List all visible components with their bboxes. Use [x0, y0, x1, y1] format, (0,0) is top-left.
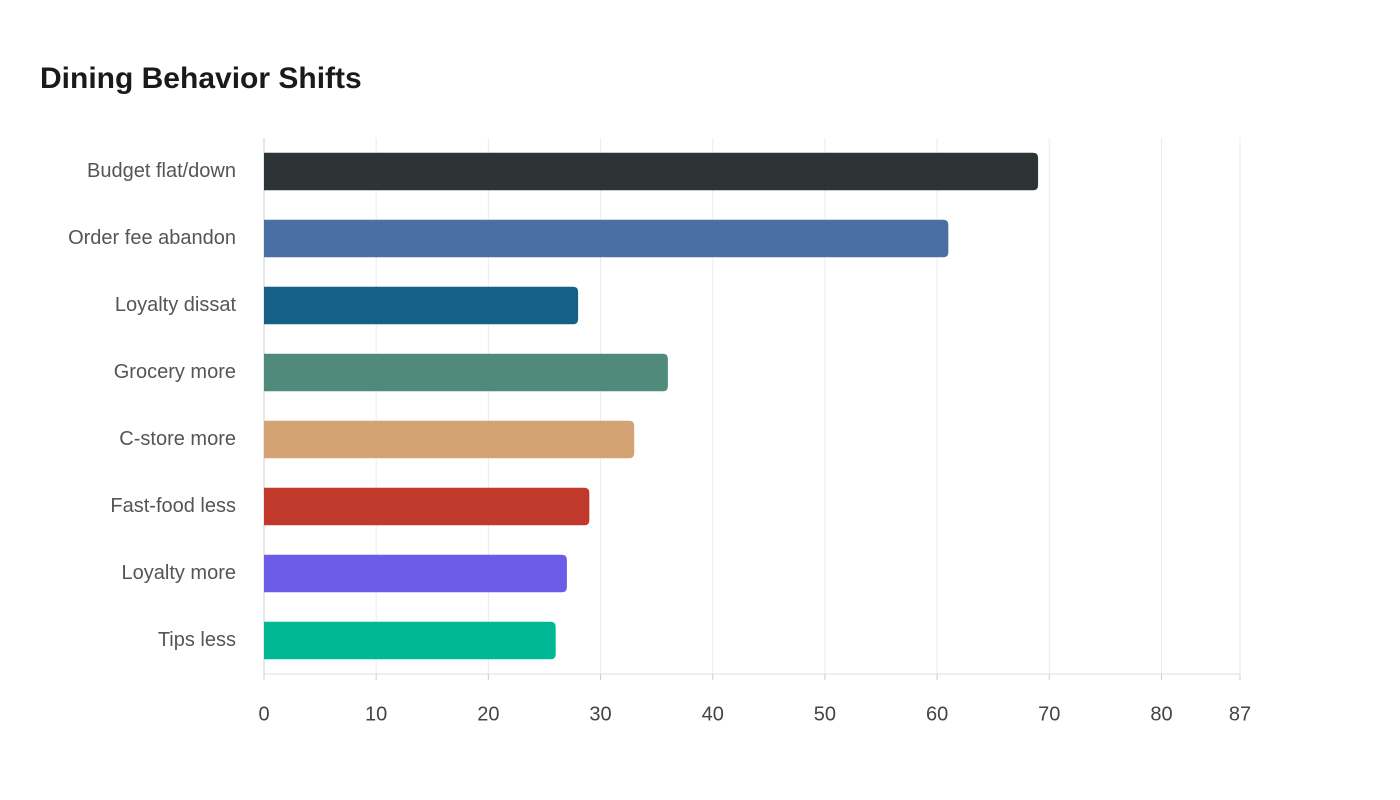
chart-title: Dining Behavior Shifts: [40, 62, 362, 95]
y-tick-label: Fast-food less: [110, 495, 236, 517]
bar: [264, 554, 567, 593]
y-tick-label: Loyalty more: [122, 562, 237, 584]
bar: [264, 353, 668, 392]
y-tick-label: Order fee abandon: [68, 227, 236, 249]
bar: [264, 621, 556, 660]
bar: [264, 286, 579, 325]
x-tick-label: 40: [702, 703, 724, 725]
x-tick-label: 60: [926, 703, 948, 725]
y-tick-label: Grocery more: [114, 361, 236, 383]
x-tick-label: 30: [589, 703, 611, 725]
x-tick-label: 0: [258, 703, 269, 725]
bar: [264, 219, 949, 258]
y-tick-label: Tips less: [158, 629, 236, 651]
x-tick-label: 87: [1229, 703, 1251, 725]
x-tick-label: 50: [814, 703, 836, 725]
y-tick-label: Loyalty dissat: [115, 294, 237, 316]
x-tick-label: 70: [1038, 703, 1060, 725]
x-tick-label: 80: [1150, 703, 1172, 725]
y-tick-label: C-store more: [119, 428, 236, 450]
x-tick-label: 20: [477, 703, 499, 725]
bar: [264, 487, 590, 526]
bar: [264, 152, 1039, 191]
x-tick-label: 10: [365, 703, 387, 725]
bar: [264, 420, 635, 459]
y-tick-label: Budget flat/down: [87, 160, 236, 182]
